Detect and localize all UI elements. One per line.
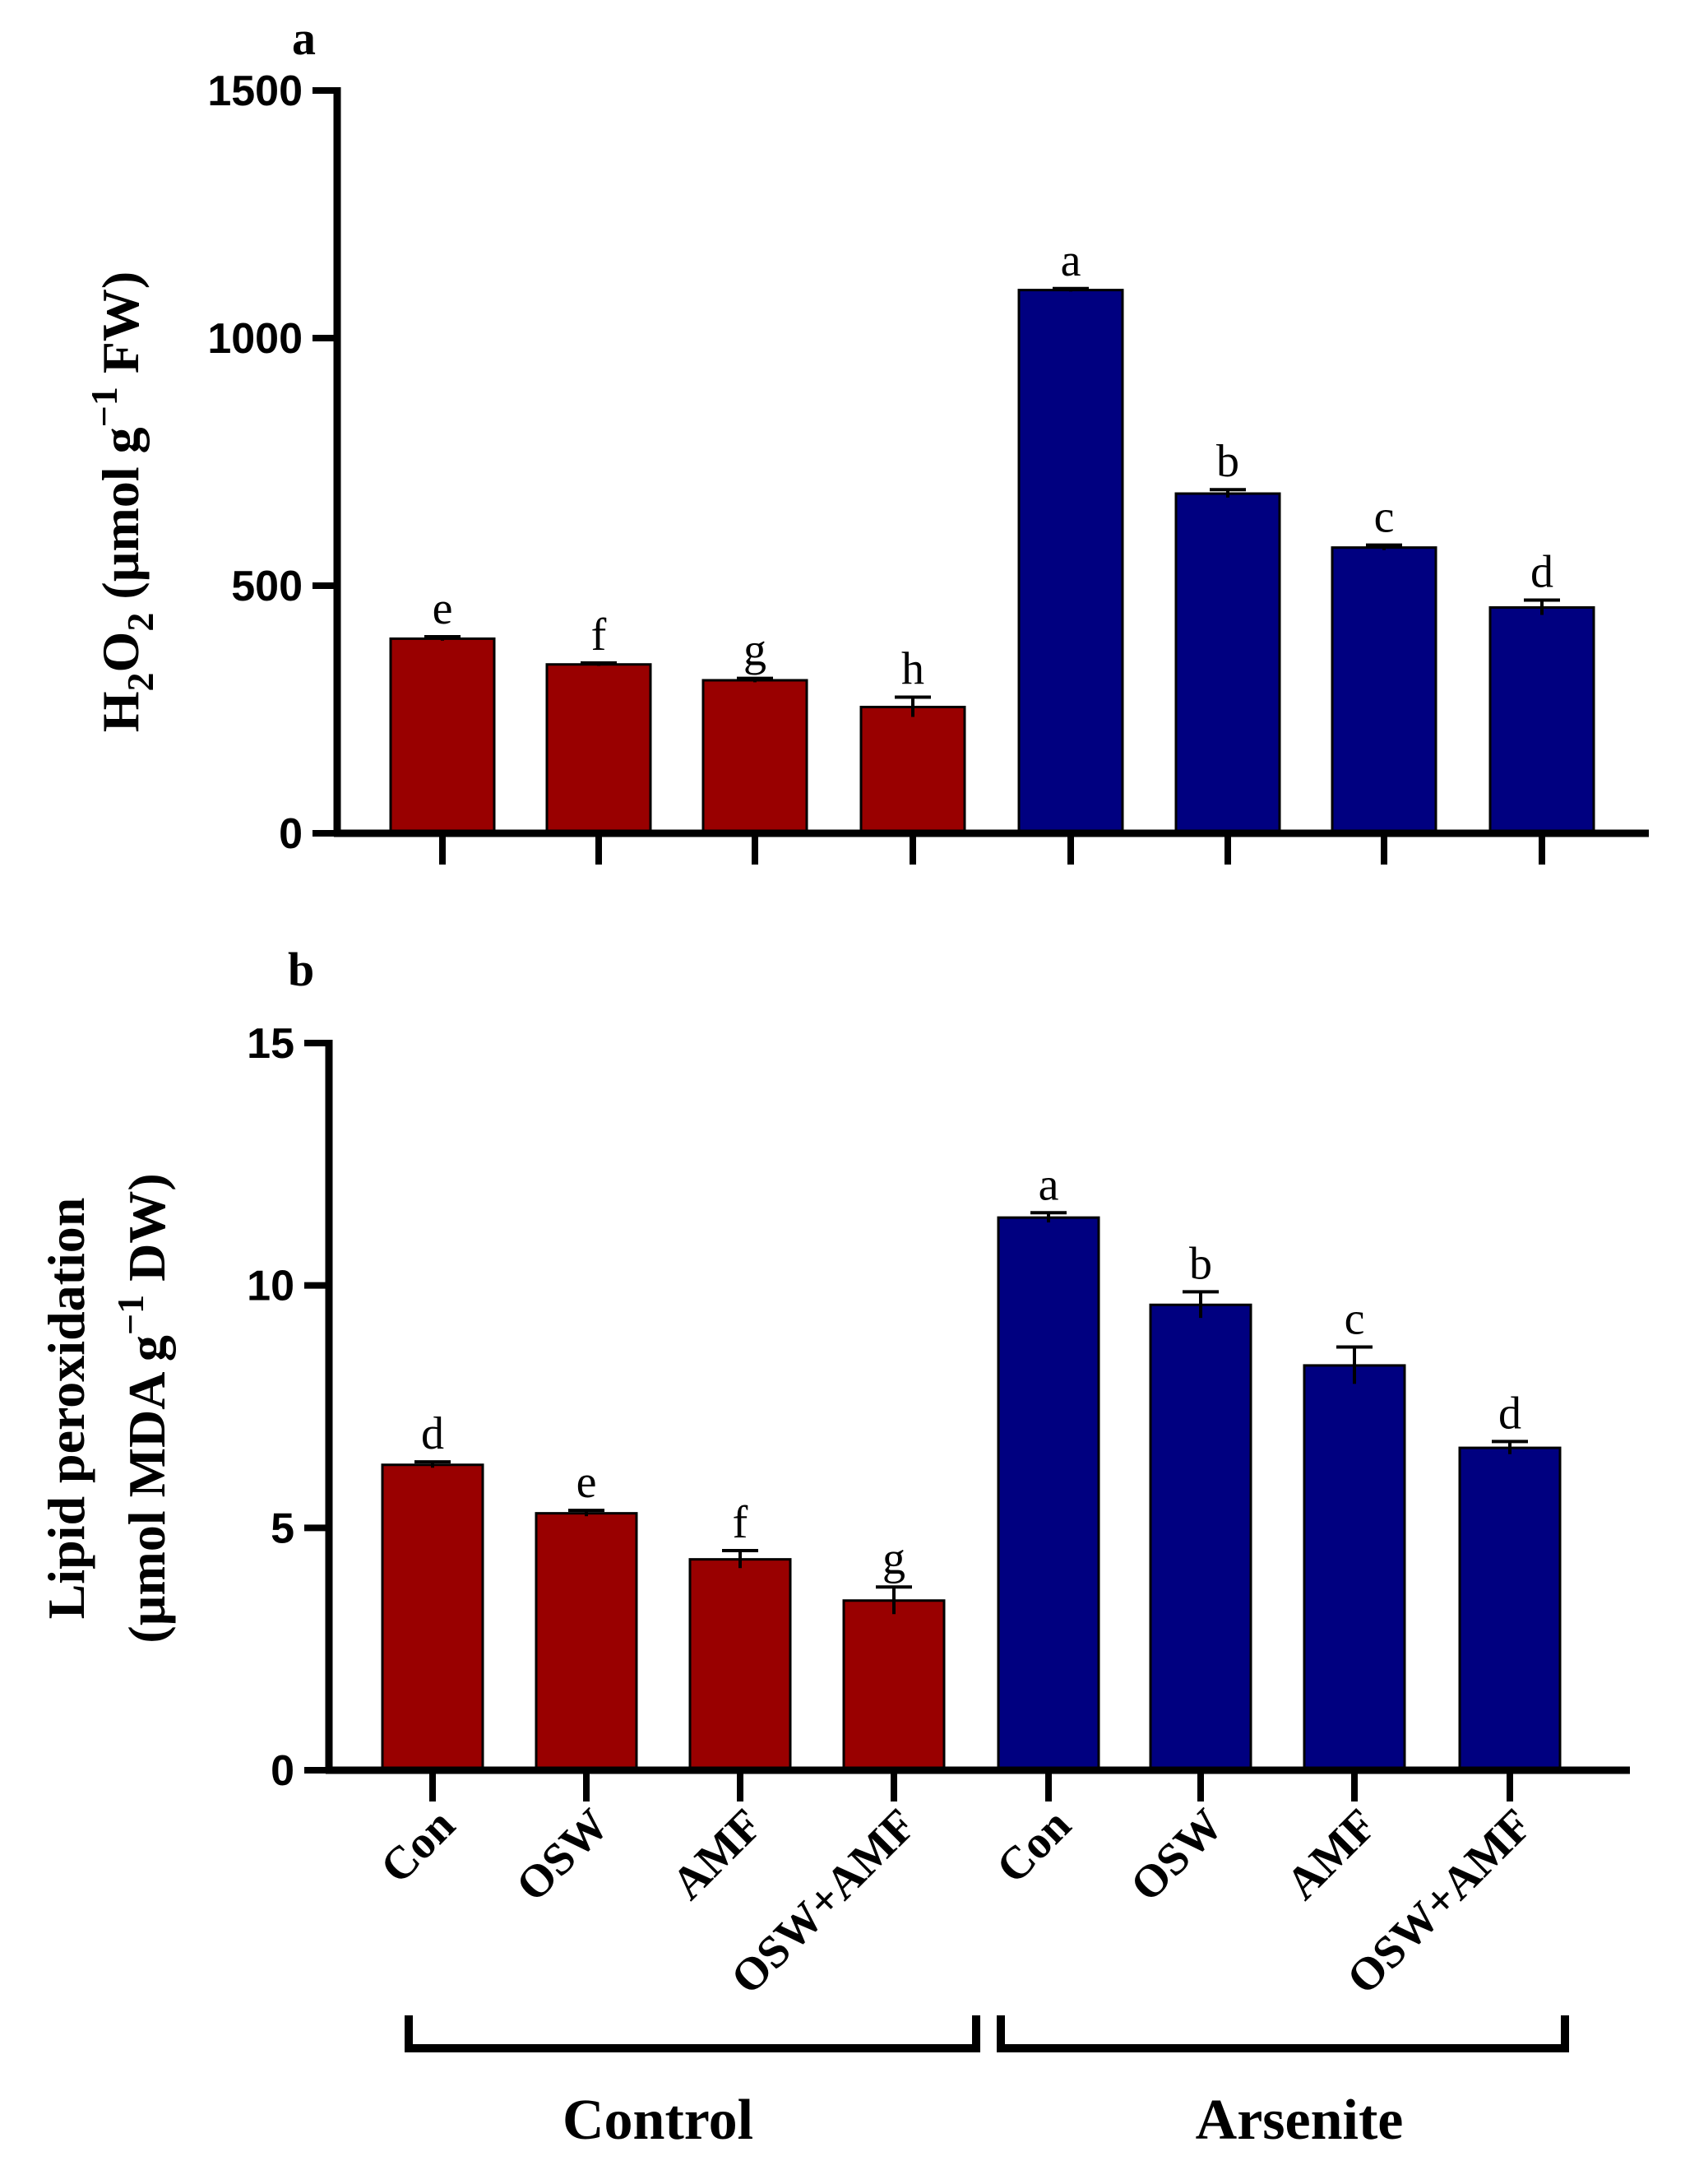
bar-a-4: [859, 705, 966, 835]
control-group-label: Control: [562, 2089, 753, 2152]
significance-letter-b-8: d: [1498, 1388, 1521, 1439]
bar-b-2: [535, 1512, 638, 1772]
significance-letter-b-6: b: [1189, 1238, 1212, 1289]
bar-a-6: [1174, 492, 1281, 835]
bar-a-2: [545, 663, 652, 835]
significance-letter-a-2: f: [591, 610, 607, 661]
panel-b-letter: b: [288, 943, 314, 996]
significance-letter-a-7: c: [1374, 492, 1395, 543]
y-tick-label-b-1: 5: [271, 1505, 294, 1552]
bar-a-8: [1488, 605, 1595, 835]
panel-b-chart: b Lipid peroxidation (µmol MDA g−1 DW) d…: [37, 943, 1630, 1801]
significance-letter-a-5: a: [1061, 235, 1081, 286]
bar-a-5: [1017, 289, 1124, 835]
bar-b-7: [1303, 1364, 1406, 1772]
category-label-5: Con: [987, 1799, 1081, 1893]
bar-a-7: [1331, 546, 1437, 835]
category-label-3: AMF: [662, 1799, 772, 1909]
arsenite-group-label: Arsenite: [1196, 2089, 1404, 2152]
bar-b-1: [381, 1463, 484, 1772]
significance-letter-a-1: e: [433, 583, 453, 634]
panel-b-ylabel-line1: Lipid peroxidation: [37, 1198, 95, 1620]
significance-letter-b-3: f: [733, 1497, 748, 1548]
bar-b-5: [997, 1216, 1100, 1772]
panel-a-ylabel: H2O2 (µmol g−1 FW): [83, 271, 161, 732]
significance-letter-b-5: a: [1039, 1159, 1059, 1210]
category-label-6: OSW: [1121, 1799, 1233, 1911]
y-tick-label-a-0: 0: [279, 810, 303, 858]
bar-b-8: [1458, 1446, 1562, 1772]
bar-b-6: [1149, 1303, 1252, 1772]
y-tick-label-b-2: 10: [247, 1263, 294, 1310]
y-tick-label-a-1: 500: [231, 563, 303, 610]
significance-letter-a-8: d: [1530, 546, 1553, 597]
bar-b-3: [688, 1558, 792, 1772]
category-label-2: OSW: [507, 1799, 618, 1911]
arsenite-bracket: [997, 2015, 1569, 2052]
panel-a-chart: a H2O2 (µmol g−1 FW) e f g h a b c d 0 500 1000 150…: [83, 12, 1649, 865]
significance-letter-b-4: g: [882, 1533, 905, 1584]
panel-b-ylabel-line2: (µmol MDA g−1 DW): [109, 1173, 176, 1643]
significance-letter-b-1: d: [421, 1408, 444, 1459]
significance-letter-a-4: h: [901, 643, 924, 694]
bar-a-1: [389, 637, 496, 835]
significance-letter-b-7: c: [1345, 1294, 1365, 1345]
y-tick-label-b-3: 15: [247, 1020, 294, 1068]
control-bracket: [405, 2015, 980, 2052]
significance-letter-a-3: g: [743, 625, 766, 676]
y-tick-label-b-0: 0: [271, 1747, 294, 1795]
y-tick-label-a-3: 1500: [207, 67, 303, 115]
bar-a-3: [701, 679, 808, 835]
category-label-1: Con: [371, 1799, 465, 1893]
bar-b-4: [842, 1599, 946, 1772]
significance-letter-b-2: e: [576, 1457, 597, 1508]
group-brackets: Control Arsenite: [405, 2015, 1569, 2152]
category-label-7: AMF: [1276, 1799, 1387, 1909]
significance-letter-a-6: b: [1216, 436, 1239, 487]
panel-a-letter: a: [292, 12, 316, 65]
y-tick-label-a-2: 1000: [207, 315, 303, 363]
